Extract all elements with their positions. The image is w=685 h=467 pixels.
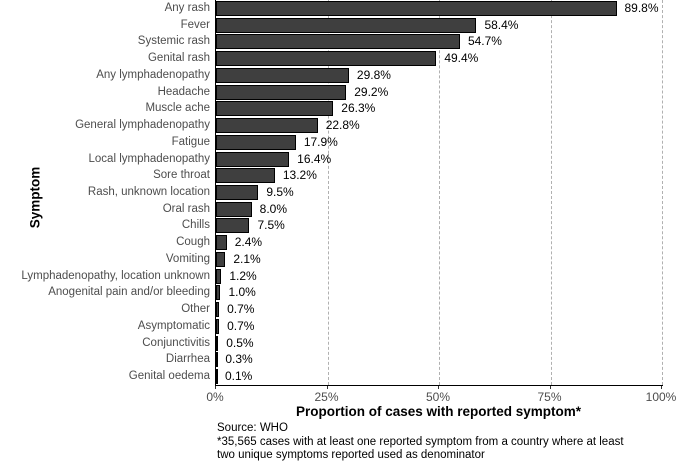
y-axis-label: Fatigue <box>171 136 210 148</box>
bar <box>216 302 220 317</box>
value-label: 58.4% <box>484 18 519 32</box>
bar <box>216 118 318 133</box>
x-tick-label: 25% <box>314 390 339 404</box>
value-label: 2.1% <box>233 252 261 266</box>
y-axis-label: Sore throat <box>153 169 210 181</box>
bar <box>216 135 296 150</box>
bar <box>216 285 221 300</box>
caption-footnote-line1: *35,565 cases with at least one reported… <box>217 435 624 448</box>
x-tick-label: 50% <box>425 390 451 404</box>
value-label: 22.8% <box>325 118 360 132</box>
gridline-25 <box>327 0 329 385</box>
bar <box>216 168 275 183</box>
value-label: 29.8% <box>356 68 391 82</box>
bar <box>216 336 219 351</box>
bar <box>216 85 347 100</box>
caption-footnote-line2: two unique symptoms reported used as den… <box>217 449 485 461</box>
bar <box>216 18 477 33</box>
bar <box>216 101 334 116</box>
value-label: 7.5% <box>257 218 285 232</box>
y-axis-label: Systemic rash <box>137 35 210 47</box>
value-label: 0.3% <box>225 352 253 366</box>
y-axis-label: Any rash <box>164 2 210 14</box>
value-label: 2.4% <box>234 235 263 249</box>
gridline-100 <box>662 0 663 385</box>
bar <box>216 252 226 267</box>
bar <box>216 34 460 49</box>
y-axis-label: Genital oedema <box>128 370 210 382</box>
value-label: 8.0% <box>259 202 288 216</box>
x-tick-mark <box>438 386 439 389</box>
value-label: 17.9% <box>303 135 338 149</box>
y-axis-label: Vomiting <box>165 253 210 265</box>
y-axis-label: Chills <box>181 219 210 231</box>
value-label: 0.5% <box>226 336 254 350</box>
caption: Source: WHO *35,565 cases with at least … <box>217 422 624 463</box>
caption-source: Source: WHO <box>217 422 288 434</box>
x-axis-title: Proportion of cases with reported sympto… <box>295 404 582 419</box>
y-axis-label: Asymptomatic <box>137 320 210 332</box>
y-axis-label: Headache <box>157 86 210 98</box>
bar <box>216 152 290 167</box>
value-label: 49.4% <box>444 51 479 65</box>
value-label: 29.2% <box>354 85 389 99</box>
y-axis-label: Muscle ache <box>145 102 210 114</box>
value-label: 0.1% <box>225 369 253 383</box>
x-tick-mark <box>326 386 328 389</box>
y-axis-label: Genital rash <box>147 52 210 64</box>
value-label: 0.7% <box>227 319 255 333</box>
plot-area: 89.8% 58.4% 54.7% 49.4% 29.8% 29.2% 26.3% 22.8%… <box>215 0 663 386</box>
bar <box>216 68 349 83</box>
y-axis-label: Cough <box>176 236 210 248</box>
x-tick-mark <box>549 386 551 389</box>
y-axis-label: Any lymphadenopathy <box>96 69 210 81</box>
x-tick-mark <box>661 386 662 389</box>
value-label: 1.0% <box>228 285 256 299</box>
bar <box>216 352 218 367</box>
bar <box>216 235 227 250</box>
gridline-75 <box>550 0 552 385</box>
y-axis-label: Conjunctivitis <box>142 337 210 349</box>
y-axis-label: Oral rash <box>162 203 210 215</box>
x-tick-mark <box>215 386 216 389</box>
y-axis-label: Rash, unknown location <box>87 186 210 198</box>
bar <box>216 269 222 284</box>
bar <box>216 218 250 233</box>
y-axis-label: Diarrhea <box>165 353 210 365</box>
y-axis-label: Other <box>181 303 210 315</box>
bar <box>216 185 259 200</box>
value-label: 16.4% <box>297 152 332 166</box>
value-label: 89.8% <box>624 1 659 15</box>
y-axis-label: Fever <box>180 19 210 31</box>
y-axis-label: General lymphadenopathy <box>75 119 210 131</box>
gridline-50 <box>439 0 440 385</box>
bar <box>216 202 252 217</box>
bar <box>216 319 220 334</box>
value-label: 54.7% <box>467 34 502 48</box>
x-tick-label: 0% <box>206 390 224 404</box>
value-label: 9.5% <box>266 185 294 199</box>
value-label: 1.2% <box>229 269 257 283</box>
bar <box>216 1 617 16</box>
y-axis-label: Anogenital pain and/or bleeding <box>48 286 210 298</box>
bar <box>216 51 437 66</box>
x-tick-label: 75% <box>537 390 562 404</box>
value-label: 26.3% <box>341 101 376 115</box>
y-axis-label: Local lymphadenopathy <box>88 153 210 165</box>
bar <box>216 369 218 384</box>
y-axis-label: Lymphadenopathy, location unknown <box>21 270 210 282</box>
value-label: 0.7% <box>227 302 255 316</box>
value-label: 13.2% <box>282 168 317 182</box>
x-tick-label: 100% <box>645 390 677 404</box>
